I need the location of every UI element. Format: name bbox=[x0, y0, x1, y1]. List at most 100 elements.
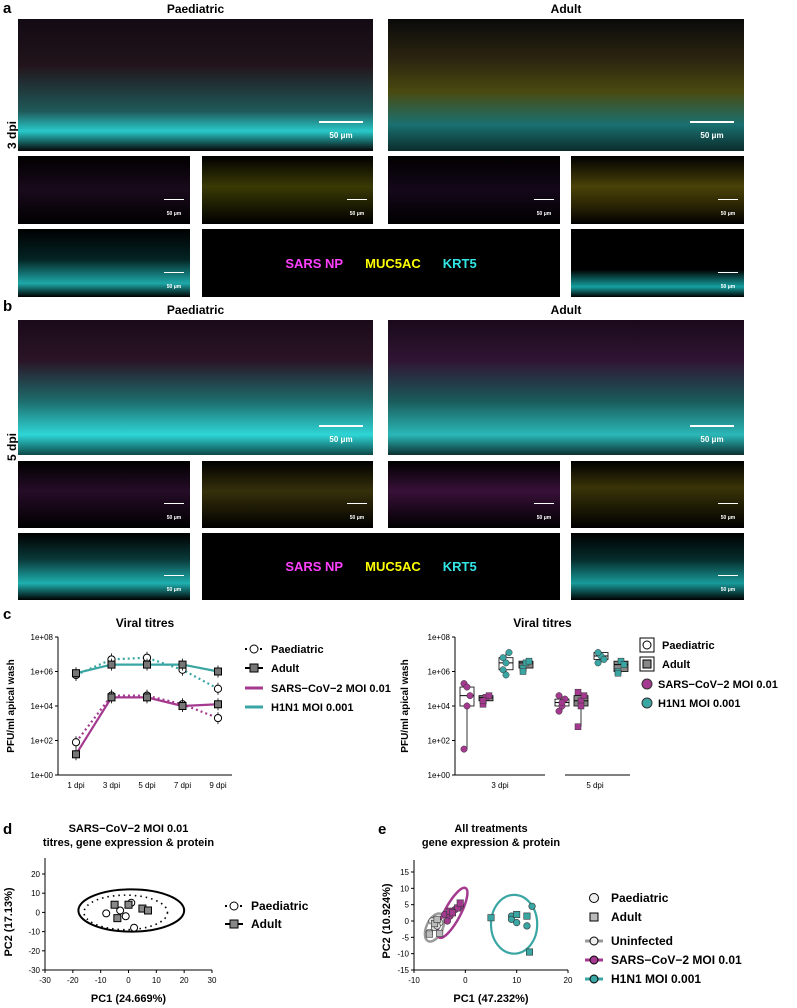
y-tick-label: -10 bbox=[397, 950, 409, 959]
legend-marker-sars bbox=[589, 955, 599, 965]
data-point bbox=[72, 750, 80, 759]
legend-adult: Adult bbox=[251, 917, 282, 931]
data-point bbox=[121, 912, 130, 921]
legend-marker-sars bbox=[641, 678, 653, 690]
panel-a-col-adult: Adult bbox=[550, 2, 582, 16]
data-point bbox=[110, 900, 119, 909]
data-point bbox=[214, 700, 222, 709]
legend-krt5: KRT5 bbox=[442, 559, 477, 574]
y-tick-label: 1e+08 bbox=[428, 633, 451, 642]
data-point bbox=[600, 655, 608, 663]
data-point bbox=[107, 660, 116, 669]
data-point bbox=[130, 923, 139, 932]
scale-bar: 50 μm bbox=[718, 199, 738, 220]
ellipse-adult bbox=[77, 888, 186, 933]
y-tick-label: 1e+06 bbox=[31, 668, 54, 677]
x-tick-label: -10 bbox=[408, 976, 420, 985]
data-point bbox=[523, 912, 531, 920]
x-tick-label: 5 dpi bbox=[586, 781, 604, 790]
legend-marker-paediatric bbox=[229, 901, 239, 911]
data-point bbox=[513, 910, 521, 918]
y-tick-label: 1e+02 bbox=[31, 737, 54, 746]
micrograph-b-paediatric-muc5ac: 50 μm bbox=[202, 461, 373, 528]
y-tick-label: 1e+04 bbox=[31, 702, 54, 711]
data-point bbox=[525, 657, 533, 665]
micrograph-b-paediatric-merge: 50 μm bbox=[18, 320, 373, 455]
micrograph-a-adult-merge: 50 μm bbox=[388, 19, 744, 151]
y-tick-label: 0 bbox=[405, 917, 410, 926]
micrograph-a-adult-krt5: 50 μm bbox=[571, 229, 744, 297]
legend-marker-adult bbox=[589, 912, 599, 922]
micrograph-b-adult-krt5: 50 μm bbox=[571, 533, 744, 600]
data-point bbox=[519, 668, 527, 675]
panel-c-charts: Viral titres PFU/ml apical wash 1e+00 1e+02… bbox=[6, 616, 778, 790]
legend-adult: Adult bbox=[611, 910, 642, 924]
data-point bbox=[513, 919, 521, 927]
legend-krt5: KRT5 bbox=[442, 255, 477, 271]
ellipse-h1n1 bbox=[489, 893, 539, 955]
data-point bbox=[487, 914, 495, 922]
x-tick-label: 3 dpi bbox=[491, 781, 509, 790]
scale-bar: 50 μm bbox=[319, 121, 363, 143]
legend-muc5ac: MUC5AC bbox=[365, 559, 421, 574]
chart-subtitle: titres, gene expression & protein bbox=[43, 837, 214, 849]
y-tick-label: 1e+06 bbox=[428, 668, 451, 677]
y-axis-label: PFU/ml apical wash bbox=[6, 659, 17, 752]
data-point bbox=[555, 692, 563, 700]
y-tick-label: 1e+02 bbox=[428, 737, 451, 746]
stain-legend-a: SARS NP MUC5AC KRT5 bbox=[202, 229, 560, 297]
data-point bbox=[143, 660, 151, 669]
scale-bar: 50 μm bbox=[319, 425, 363, 447]
data-point bbox=[499, 666, 507, 674]
data-point bbox=[433, 915, 441, 923]
y-axis-label: PFU/ml apical wash bbox=[400, 659, 411, 752]
panel-e-chart: All treatments gene expression & protein -… bbox=[381, 823, 742, 1005]
scale-bar: 50 μm bbox=[690, 425, 734, 447]
chart-title: Viral titres bbox=[116, 616, 175, 630]
scale-bar: 50 μm bbox=[718, 575, 738, 596]
panel-d-chart: SARS−CoV−2 MOI 0.01 titres, gene expressi… bbox=[3, 823, 309, 1005]
x-axis-label: PC1 (24.669%) bbox=[91, 993, 167, 1005]
scale-bar: 50 μm bbox=[164, 575, 184, 596]
y-tick-label: 1e+08 bbox=[31, 633, 54, 642]
legend-sars: SARS−CoV−2 MOI 0.01 bbox=[658, 679, 778, 691]
panel-a-row-label: 3 dpi bbox=[5, 120, 19, 149]
data-point bbox=[523, 922, 531, 930]
y-tick-label: -30 bbox=[28, 966, 40, 975]
x-axis-label: PC1 (47.232%) bbox=[453, 993, 529, 1005]
chart-subtitle: gene expression & protein bbox=[422, 837, 560, 849]
data-point bbox=[425, 930, 433, 938]
legend-adult: Adult bbox=[271, 663, 299, 675]
data-point bbox=[107, 693, 116, 702]
data-point bbox=[594, 659, 602, 667]
data-point bbox=[143, 693, 151, 702]
panel-e-label: e bbox=[378, 821, 387, 838]
data-point bbox=[71, 738, 81, 747]
x-tick-label: 7 dpi bbox=[174, 781, 192, 790]
legend-marker-h1n1 bbox=[641, 697, 653, 709]
legend-uninfected: Uninfected bbox=[611, 934, 673, 948]
y-tick-label: -10 bbox=[28, 928, 40, 937]
x-tick-label: 9 dpi bbox=[209, 781, 227, 790]
data-point bbox=[449, 909, 457, 917]
data-point bbox=[580, 692, 588, 699]
data-point bbox=[594, 649, 602, 656]
panel-c-label: c bbox=[3, 606, 12, 623]
scale-bar: 50 μm bbox=[164, 199, 184, 220]
panel-d-label: d bbox=[3, 821, 13, 838]
micrograph-b-paediatric-sarsnp: 50 μm bbox=[18, 461, 190, 528]
legend-marker-uninfected bbox=[589, 936, 599, 946]
y-axis-label: PC2 (10.924%) bbox=[381, 883, 393, 959]
y-tick-label: 10 bbox=[31, 889, 40, 898]
y-tick-label: 20 bbox=[31, 870, 40, 879]
x-tick-label: 10 bbox=[152, 976, 161, 985]
x-tick-label: 30 bbox=[208, 976, 217, 985]
series-line bbox=[75, 696, 219, 755]
data-point bbox=[620, 661, 628, 668]
data-point bbox=[526, 948, 534, 956]
legend-muc5ac: MUC5AC bbox=[365, 255, 421, 271]
x-tick-label: 1 dpi bbox=[67, 781, 85, 790]
legend-sars-np: SARS NP bbox=[285, 255, 344, 271]
x-tick-label: -30 bbox=[39, 976, 51, 985]
data-point bbox=[463, 702, 471, 710]
